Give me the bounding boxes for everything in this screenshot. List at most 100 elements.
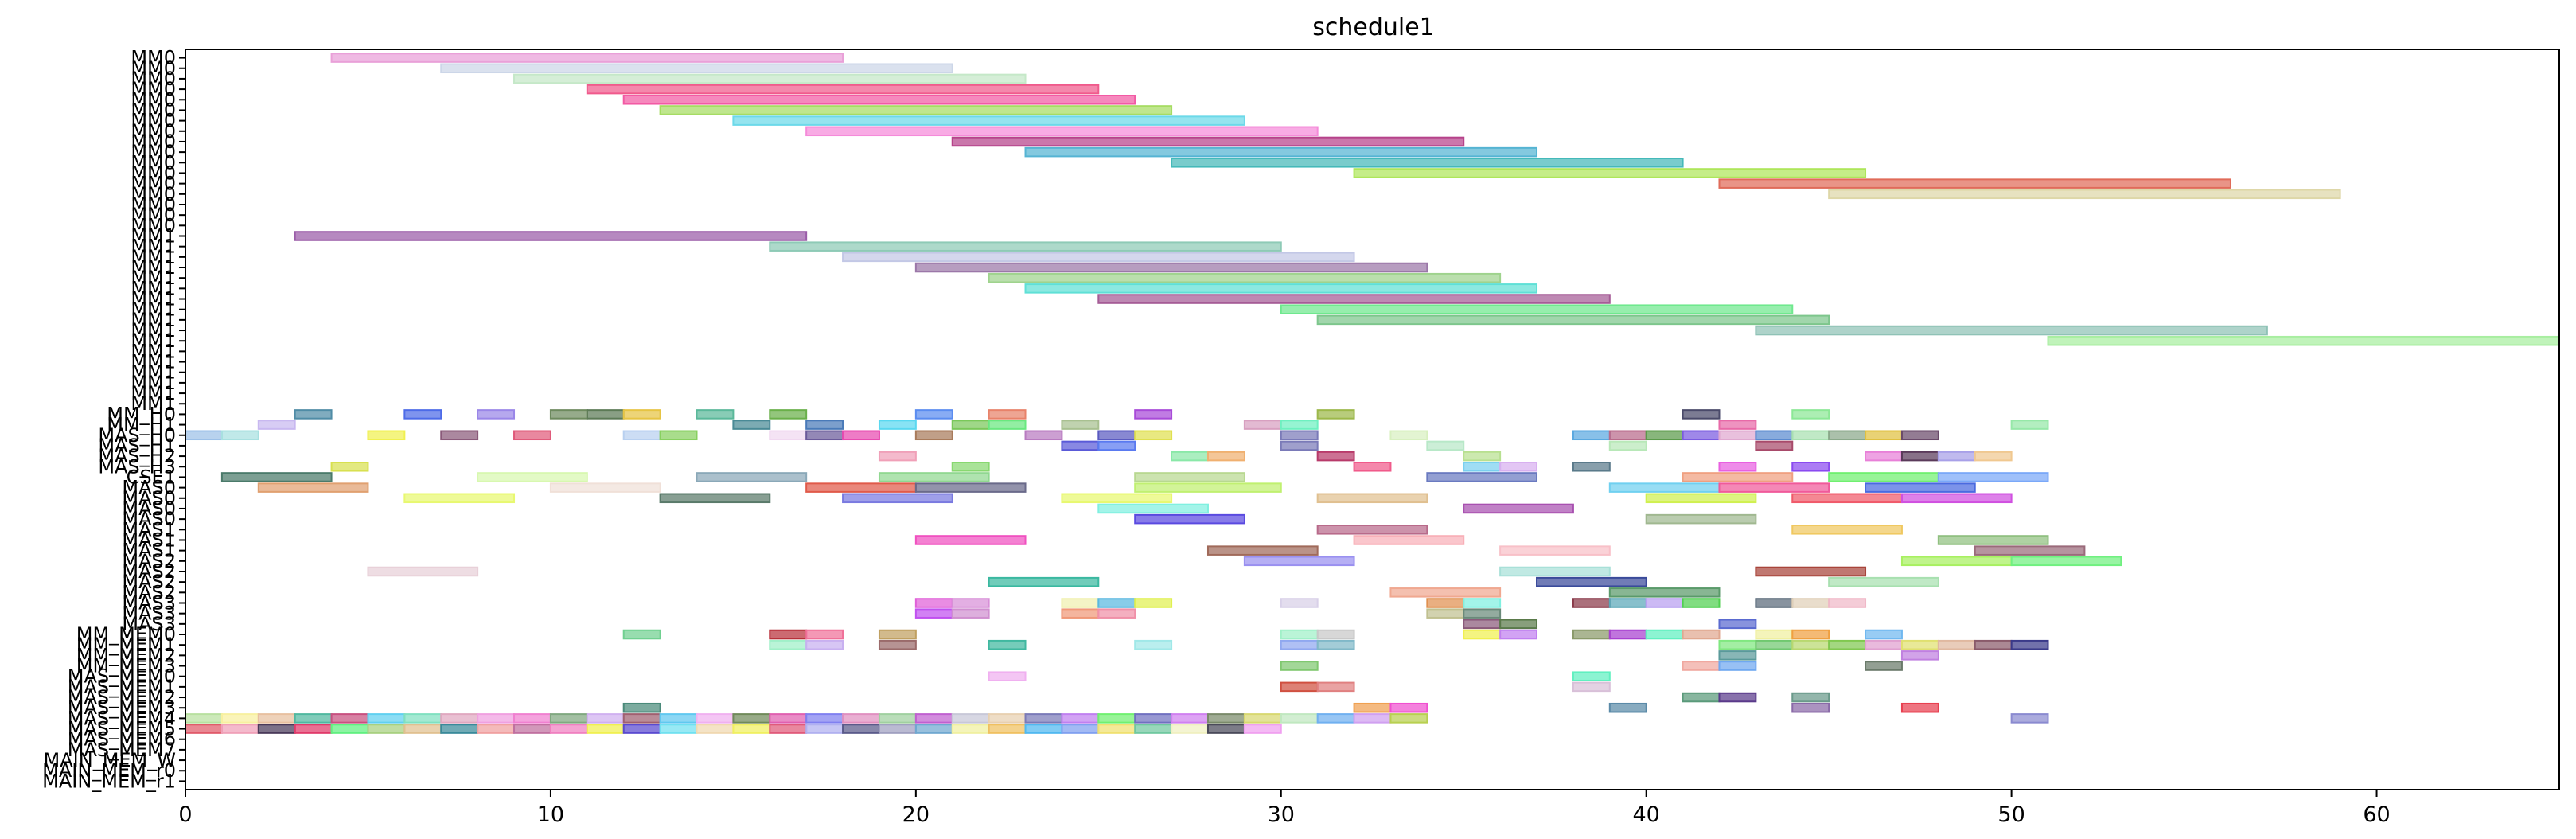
bar-mas2-136: [1243, 556, 1355, 567]
bar-mas-mem4-234: [622, 713, 661, 724]
y-tick-label: MM0: [131, 110, 176, 132]
bar-mas1-133: [1206, 545, 1319, 556]
bar-mm-mem3-206: [1718, 661, 1757, 671]
bar-mas-h0-68: [1645, 430, 1684, 441]
y-tick-label: MAIN_MEM_r0: [42, 759, 176, 782]
bar-mas-h0-64: [1280, 430, 1319, 441]
y-tick-label: MAS3: [122, 603, 176, 625]
bar-mas-mem3-218: [1389, 702, 1428, 713]
bar-mas-mem4-244: [988, 713, 1027, 724]
bar-mm1-16: [842, 252, 1355, 263]
bar-mas-mem4-245: [1024, 713, 1063, 724]
bar-mas-h1-80: [1608, 440, 1647, 451]
bar-mas0-120: [1316, 493, 1428, 504]
bar-mm-h1-49: [2010, 420, 2049, 430]
bar-mas3-147: [914, 598, 953, 608]
bar-mas-mem4-252: [1280, 713, 1319, 724]
y-tick-label: MM1: [131, 351, 176, 373]
bar-mm-mem3-204: [1280, 661, 1319, 671]
bar-mas0-119: [1061, 493, 1173, 504]
y-tick-label: MM1: [131, 256, 176, 279]
y-tick-label: MM1: [131, 288, 176, 310]
y-tick-label: MM1: [131, 236, 176, 258]
bar-mm1-22: [1316, 314, 1830, 326]
bar-mas-h0-70: [1718, 430, 1757, 441]
bar-mas-mem4-250: [1206, 713, 1245, 724]
bar-mas-h0-66: [1572, 430, 1611, 441]
bar-mas-mem5-281: [1061, 724, 1100, 734]
bar-mas-mem3-217: [1353, 702, 1392, 713]
bar-mas-mem4-223: [220, 713, 259, 724]
bar-mas-h0-57: [769, 430, 808, 441]
y-tick-label: MAS_MEM7: [68, 739, 176, 761]
bar-mas-mem4-240: [842, 713, 880, 724]
bar-mas-mem5-274: [805, 724, 844, 734]
y-tick-label: MAS3: [122, 592, 176, 615]
bar-mas-mem4-255: [1389, 713, 1428, 724]
bar-mas3-158: [1682, 598, 1721, 608]
bar-mm-mem1-186: [769, 639, 808, 650]
bar-mas3-161: [1828, 598, 1867, 608]
bar-cse1-99: [220, 472, 333, 482]
bar-mas-mem5-283: [1134, 724, 1173, 734]
bar-mas-h0-56: [659, 430, 698, 441]
y-tick-label: MM1: [131, 372, 176, 394]
bar-mas-mem1-212: [1572, 681, 1611, 693]
bar-cse1-106: [1828, 472, 1939, 482]
x-tick-label: 60: [2363, 802, 2390, 827]
bar-mas-mem1-210: [1280, 681, 1319, 693]
bar-mas-mem5-277: [914, 724, 953, 734]
bar-mas-mem5-261: [330, 724, 369, 734]
bar-mas-mem4-256: [2010, 713, 2049, 724]
bar-mm-mem1-198: [1900, 639, 1939, 650]
bar-mm-h1-44: [988, 420, 1027, 430]
bar-mas-mem3-216: [622, 702, 661, 713]
bar-mas-h2-87: [1865, 451, 1903, 462]
bar-mas-mem5-271: [696, 724, 735, 734]
bar-mas0-109: [549, 482, 661, 493]
bar-cse1-105: [1682, 472, 1794, 482]
bar-cse1-107: [1937, 472, 2049, 482]
bar-mm-mem1-201: [2010, 639, 2049, 650]
bar-mas-mem5-269: [622, 724, 661, 734]
y-tick-label: MAIN_MEM_r1: [42, 770, 176, 792]
bar-mm-mem2-203: [1900, 650, 1939, 661]
y-tick-label: MAS_MEM1: [68, 676, 176, 698]
bar-mas-mem5-273: [769, 724, 808, 734]
bar-mas-h2-89: [1937, 451, 1976, 462]
y-tick-label: MAS_MEM6: [68, 728, 176, 751]
bar-mas-mem5-265: [477, 724, 516, 734]
bar-mm-mem0-174: [878, 629, 917, 640]
y-axis-tick-labels: MM0MM0MM0MM0MM0MM0MM0MM0MM0MM0MM0MM0MM0M…: [42, 47, 185, 792]
bar-mas3-149: [1061, 598, 1100, 608]
bar-mas-h0-74: [1865, 430, 1903, 441]
x-tick-label: 10: [537, 802, 564, 827]
y-tick-label: MAS0: [122, 487, 176, 509]
bar-mas-h0-67: [1608, 430, 1647, 441]
bar-mm-h1-39: [257, 420, 296, 430]
bar-mm-h1-43: [951, 420, 990, 430]
bar-mas3-152: [1280, 598, 1319, 608]
bar-mas-mem4-224: [257, 713, 296, 724]
bar-mas0-125: [1463, 503, 1574, 514]
bar-mm-mem0-175: [1280, 629, 1319, 640]
bar-mas-mem4-222: [185, 713, 223, 724]
bar-mas-mem3-220: [1791, 702, 1830, 713]
bar-mm-mem0-171: [622, 629, 661, 640]
y-tick-label: MM0: [131, 78, 176, 100]
bar-mm0-11: [1353, 168, 1867, 178]
y-tick-label: MM_H0: [107, 403, 176, 425]
bar-mas1-132: [1937, 535, 2049, 545]
bar-mas-mem3-219: [1608, 702, 1647, 713]
bar-mas0-124: [1097, 503, 1209, 514]
y-tick-label: MM0: [131, 68, 176, 90]
y-tick-label: MAS2: [122, 571, 176, 593]
bar-mas-mem4-232: [549, 713, 588, 724]
bar-mas-h2-90: [1974, 451, 2013, 462]
bar-mas-mem1-211: [1316, 681, 1355, 693]
bar-mas3-163: [951, 608, 990, 619]
bar-mas-h3-93: [1353, 462, 1392, 472]
bar-mas3-170: [1718, 619, 1757, 630]
y-tick-label: MAS_MEM2: [68, 686, 176, 708]
y-tick-label: MAS3: [122, 613, 176, 635]
